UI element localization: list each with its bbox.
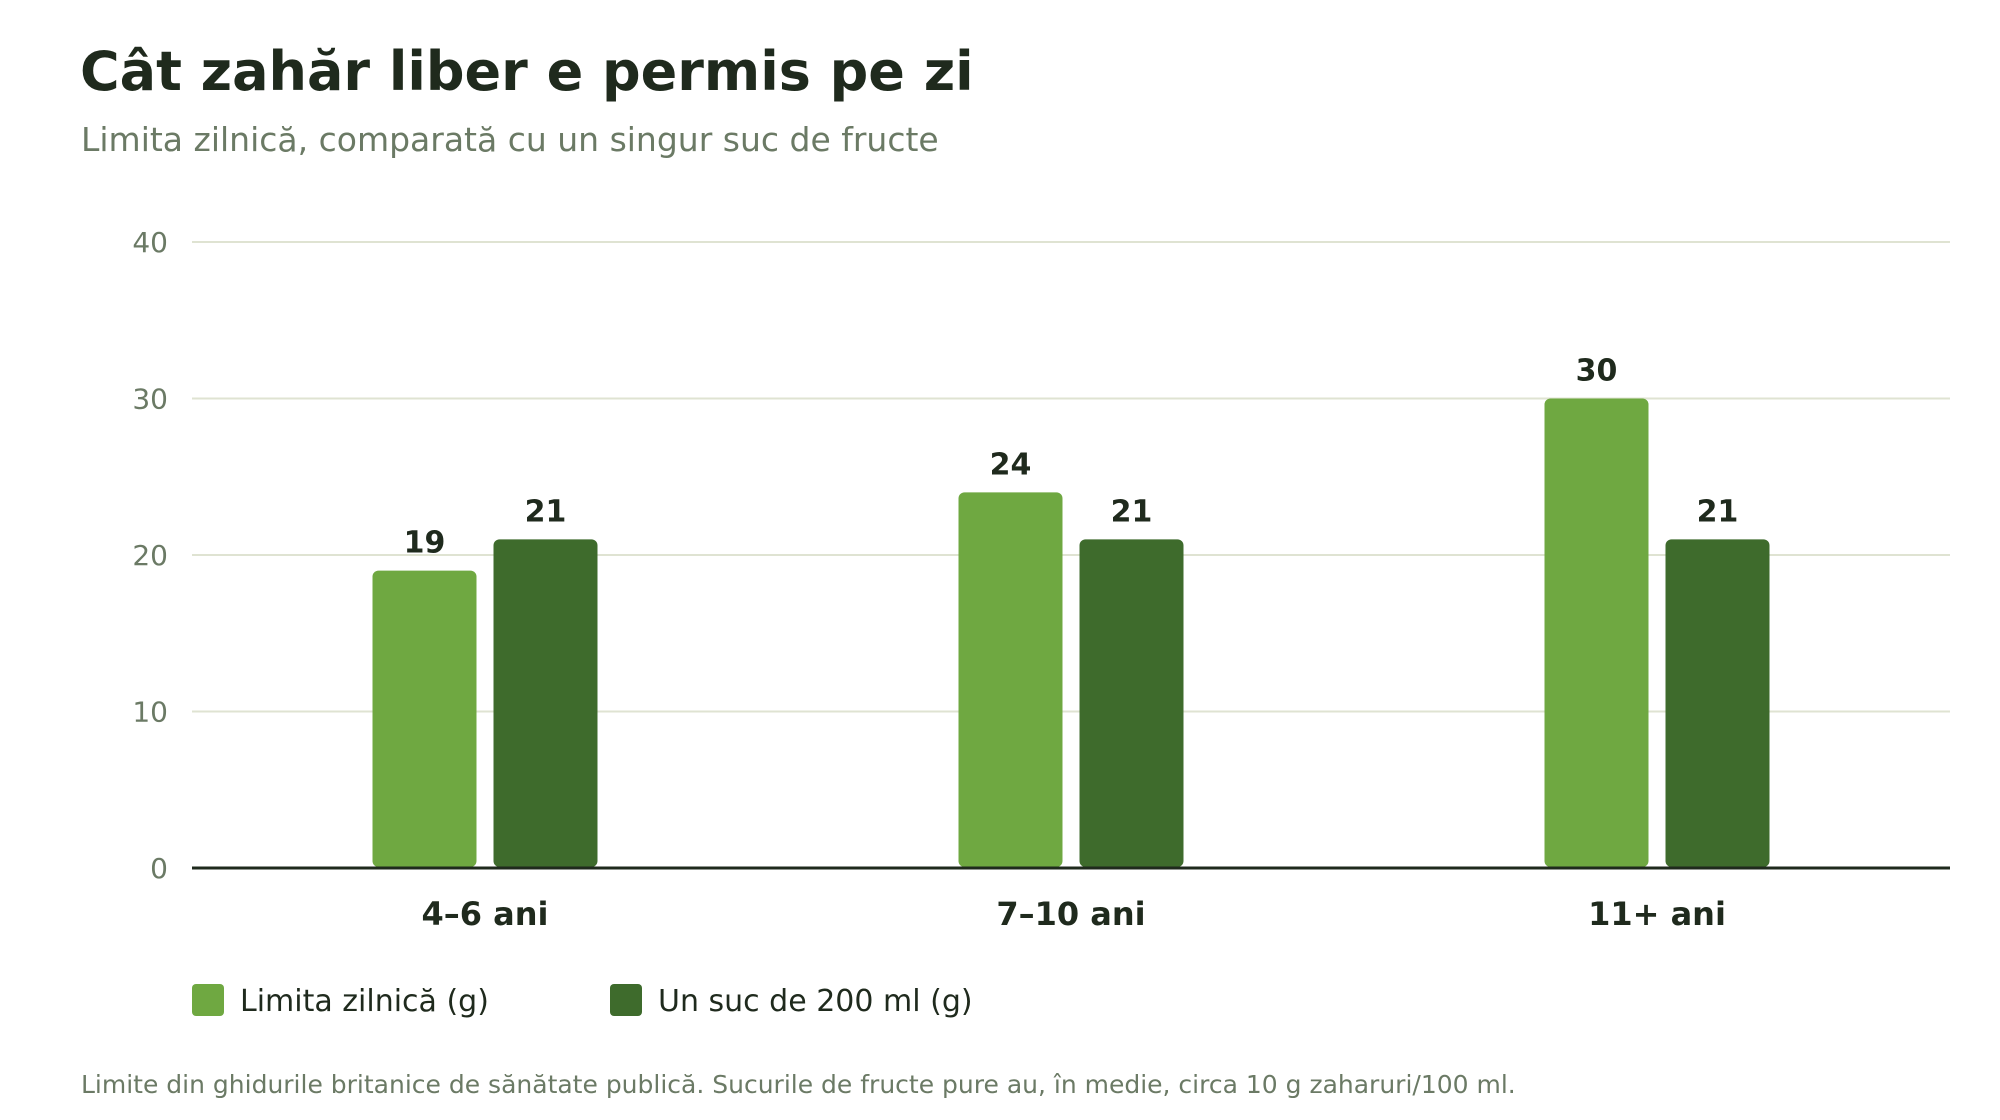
x-axis-categories: 4–6 ani 7–10 ani 11+ ani (421, 895, 1725, 933)
data-label: 19 (404, 526, 446, 561)
source-note: Limite din ghidurile britanice de sănăta… (81, 1070, 1516, 1099)
bar (493, 539, 598, 867)
gridlines (192, 241, 1950, 713)
bars (372, 398, 1770, 867)
data-label: 21 (525, 494, 567, 529)
legend-swatch (610, 984, 642, 1016)
x-tick-label: 11+ ani (1588, 895, 1726, 933)
chart-title: Cât zahăr liber e permis pe zi (80, 40, 974, 103)
bar (372, 570, 477, 867)
y-tick-label: 0 (150, 852, 168, 885)
legend-swatch (192, 984, 224, 1016)
x-tick-label: 4–6 ani (421, 895, 548, 933)
data-label: 30 (1576, 354, 1618, 389)
bar (1544, 398, 1649, 867)
bar (1665, 539, 1770, 867)
bar (958, 492, 1063, 867)
data-label: 21 (1697, 494, 1739, 529)
y-tick-label: 30 (132, 383, 168, 416)
y-axis-ticks: 0 10 20 30 40 (132, 226, 168, 885)
x-tick-label: 7–10 ani (996, 895, 1145, 933)
legend: Limita zilnică (g) Un suc de 200 ml (g) (192, 984, 973, 1019)
data-label: 24 (990, 447, 1032, 482)
y-tick-label: 20 (132, 539, 168, 572)
chart-subtitle: Limita zilnică, comparată cu un singur s… (81, 120, 939, 159)
data-label: 21 (1111, 494, 1153, 529)
y-tick-label: 10 (132, 696, 168, 729)
y-tick-label: 40 (132, 226, 168, 259)
legend-label: Un suc de 200 ml (g) (658, 984, 973, 1019)
data-labels: 19 21 24 21 30 21 (404, 354, 1739, 561)
bar (1079, 539, 1184, 867)
legend-label: Limita zilnică (g) (240, 984, 489, 1019)
